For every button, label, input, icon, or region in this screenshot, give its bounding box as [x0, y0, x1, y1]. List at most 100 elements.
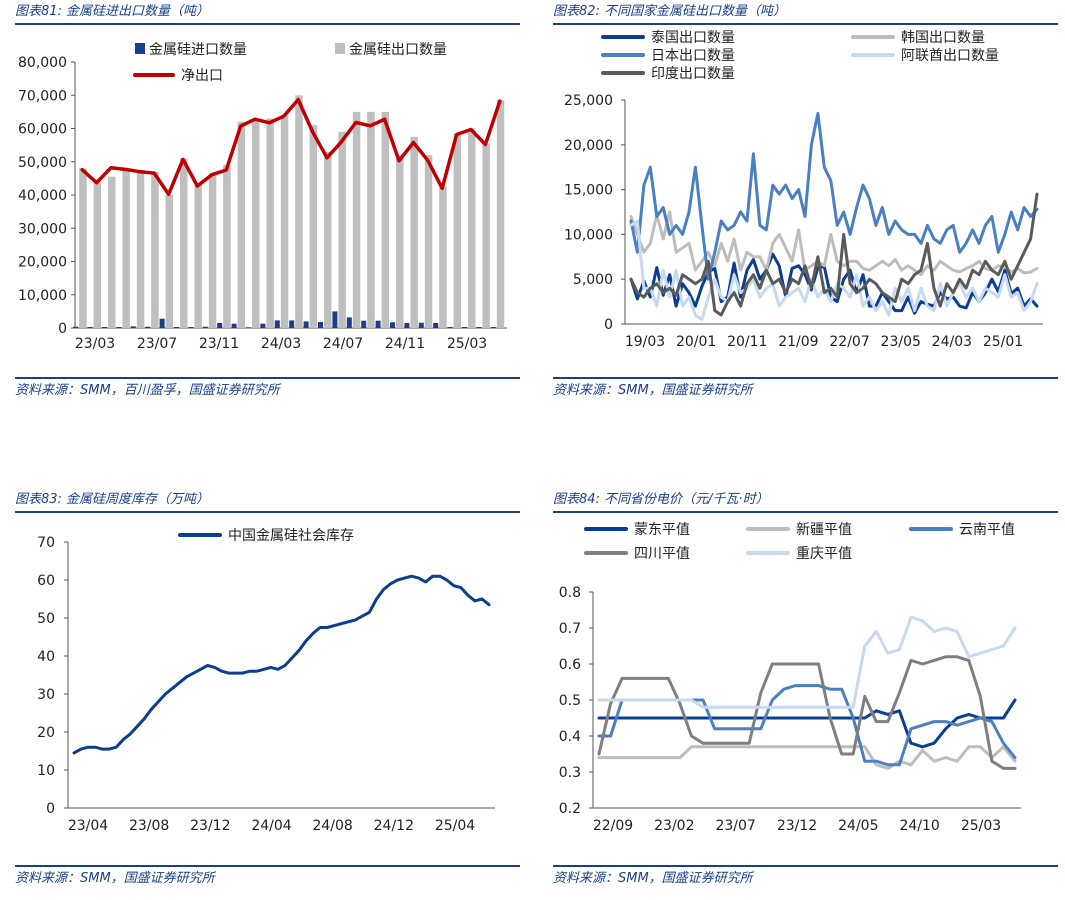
bar-import [332, 311, 338, 328]
bar-export [295, 95, 303, 329]
chart-title: 图表81: 金属硅进出口数量（吨） [15, 4, 210, 19]
bar-export [180, 158, 188, 328]
x-tick-label: 25/04 [435, 818, 475, 834]
x-tick-label: 24/03 [932, 334, 972, 350]
legend-label: 日本出口数量 [651, 48, 735, 64]
x-tick-label: 19/03 [625, 334, 665, 350]
y-tick-label: 0.5 [559, 693, 581, 709]
x-tick-label: 23/03 [75, 336, 115, 352]
line-thailand [629, 252, 1039, 315]
bar-export [93, 181, 102, 328]
bar-import [361, 320, 367, 328]
bar-export [208, 173, 217, 328]
bar-import [217, 323, 223, 328]
bar-import [447, 327, 453, 328]
line-net-export [80, 97, 502, 197]
bar-export [439, 186, 447, 328]
bar-import [375, 320, 381, 328]
bar-import [490, 327, 496, 328]
title-rule [553, 23, 1058, 25]
x-tick-label: 24/03 [261, 336, 301, 352]
chart-title: 图表83: 金属硅周度库存（万吨） [15, 492, 210, 507]
bar-import [73, 326, 79, 328]
source-rule [553, 865, 1058, 867]
y-tick-label: 50,000 [18, 155, 67, 171]
bar-import [404, 323, 410, 328]
bar-export [122, 168, 130, 328]
bar-import [346, 317, 352, 328]
bar-import [260, 323, 266, 328]
bar-export [237, 121, 246, 328]
x-tick-label: 23/12 [777, 818, 817, 834]
y-tick-label: 10 [37, 763, 55, 779]
bar-import [303, 321, 309, 328]
title-rule [15, 23, 520, 25]
x-tick-label: 23/02 [654, 818, 694, 834]
source-rule [553, 377, 1058, 379]
legend-swatch [135, 43, 145, 54]
source-rule [15, 377, 520, 379]
bar-import [130, 326, 136, 328]
bar-import [159, 318, 165, 328]
bar-import [289, 320, 295, 328]
chart-source: 资料来源：SMM，国盛证券研究所 [553, 871, 753, 886]
x-tick-label: 25/03 [447, 336, 487, 352]
bar-import [202, 326, 208, 328]
bar-export [79, 168, 87, 328]
bar-import [318, 322, 323, 328]
y-tick-label: 10,000 [564, 227, 613, 243]
bar-export [309, 125, 318, 328]
bar-import [246, 327, 251, 328]
y-tick-label: 0.6 [559, 657, 581, 673]
bar-export [424, 155, 433, 328]
chart-panel-imports-exports: 图表81: 金属硅进出口数量（吨） 0 10,000 20,000 30,000 40,… [15, 2, 520, 407]
x-tick-label: 24/04 [251, 818, 291, 834]
legend-label: 四川平值 [634, 546, 690, 562]
title-rule [15, 511, 520, 513]
legend-label: 金属硅进口数量 [149, 42, 247, 58]
legend-label: 净出口 [181, 68, 223, 84]
chart-weekly-inventory: 0 10 20 30 40 50 60 70 23/04 23/08 23/12 24/04 24/08… [37, 528, 495, 834]
y-tick-label: 80,000 [18, 55, 67, 71]
line-yunnan [597, 684, 1017, 767]
bar-export [338, 131, 346, 328]
bar-export [252, 118, 260, 328]
bar-export [381, 111, 390, 329]
chart-panel-country-exports: 图表82: 不同国家金属硅出口数量（吨） 0 5,000 10,000 15,000 2… [553, 2, 1058, 407]
bar-import [145, 326, 151, 328]
bar-export [280, 115, 289, 328]
y-tick-label: 15,000 [564, 183, 613, 199]
bar-export [165, 195, 174, 328]
bar-import [87, 327, 93, 328]
title-rule [553, 511, 1058, 513]
chart-title: 图表82: 不同国家金属硅出口数量（吨） [553, 4, 787, 19]
y-tick-label: 40,000 [18, 188, 67, 204]
legend-label: 蒙东平值 [634, 522, 690, 538]
y-tick-label: 60,000 [18, 122, 67, 138]
line-india [629, 192, 1039, 317]
legend-label: 云南平值 [959, 522, 1015, 538]
x-tick-label: 24/07 [323, 336, 363, 352]
y-tick-label: 40 [37, 649, 55, 665]
legend-label: 新疆平值 [796, 522, 852, 538]
line-sichuan [597, 655, 1017, 770]
x-tick-label: 21/09 [778, 334, 818, 350]
bar-import [462, 327, 467, 328]
bar-export [468, 128, 476, 328]
x-tick-label: 25/01 [983, 334, 1023, 350]
legend-label: 泰国出口数量 [651, 30, 735, 46]
y-tick-label: 20,000 [18, 255, 67, 271]
x-tick-label: 23/07 [715, 818, 755, 834]
bar-export [151, 171, 159, 328]
bar-import [231, 323, 237, 328]
legend-label: 印度出口数量 [651, 66, 735, 82]
bar-import [102, 327, 107, 328]
bar-export [266, 118, 274, 328]
bar-import [390, 322, 395, 328]
y-tick-label: 0 [604, 317, 613, 333]
x-tick-label: 23/04 [68, 818, 108, 834]
legend-label: 阿联酋出口数量 [901, 47, 999, 64]
legend-label: 金属硅出口数量 [349, 42, 447, 58]
line-chongqing [597, 615, 1017, 709]
bar-export [194, 185, 202, 328]
